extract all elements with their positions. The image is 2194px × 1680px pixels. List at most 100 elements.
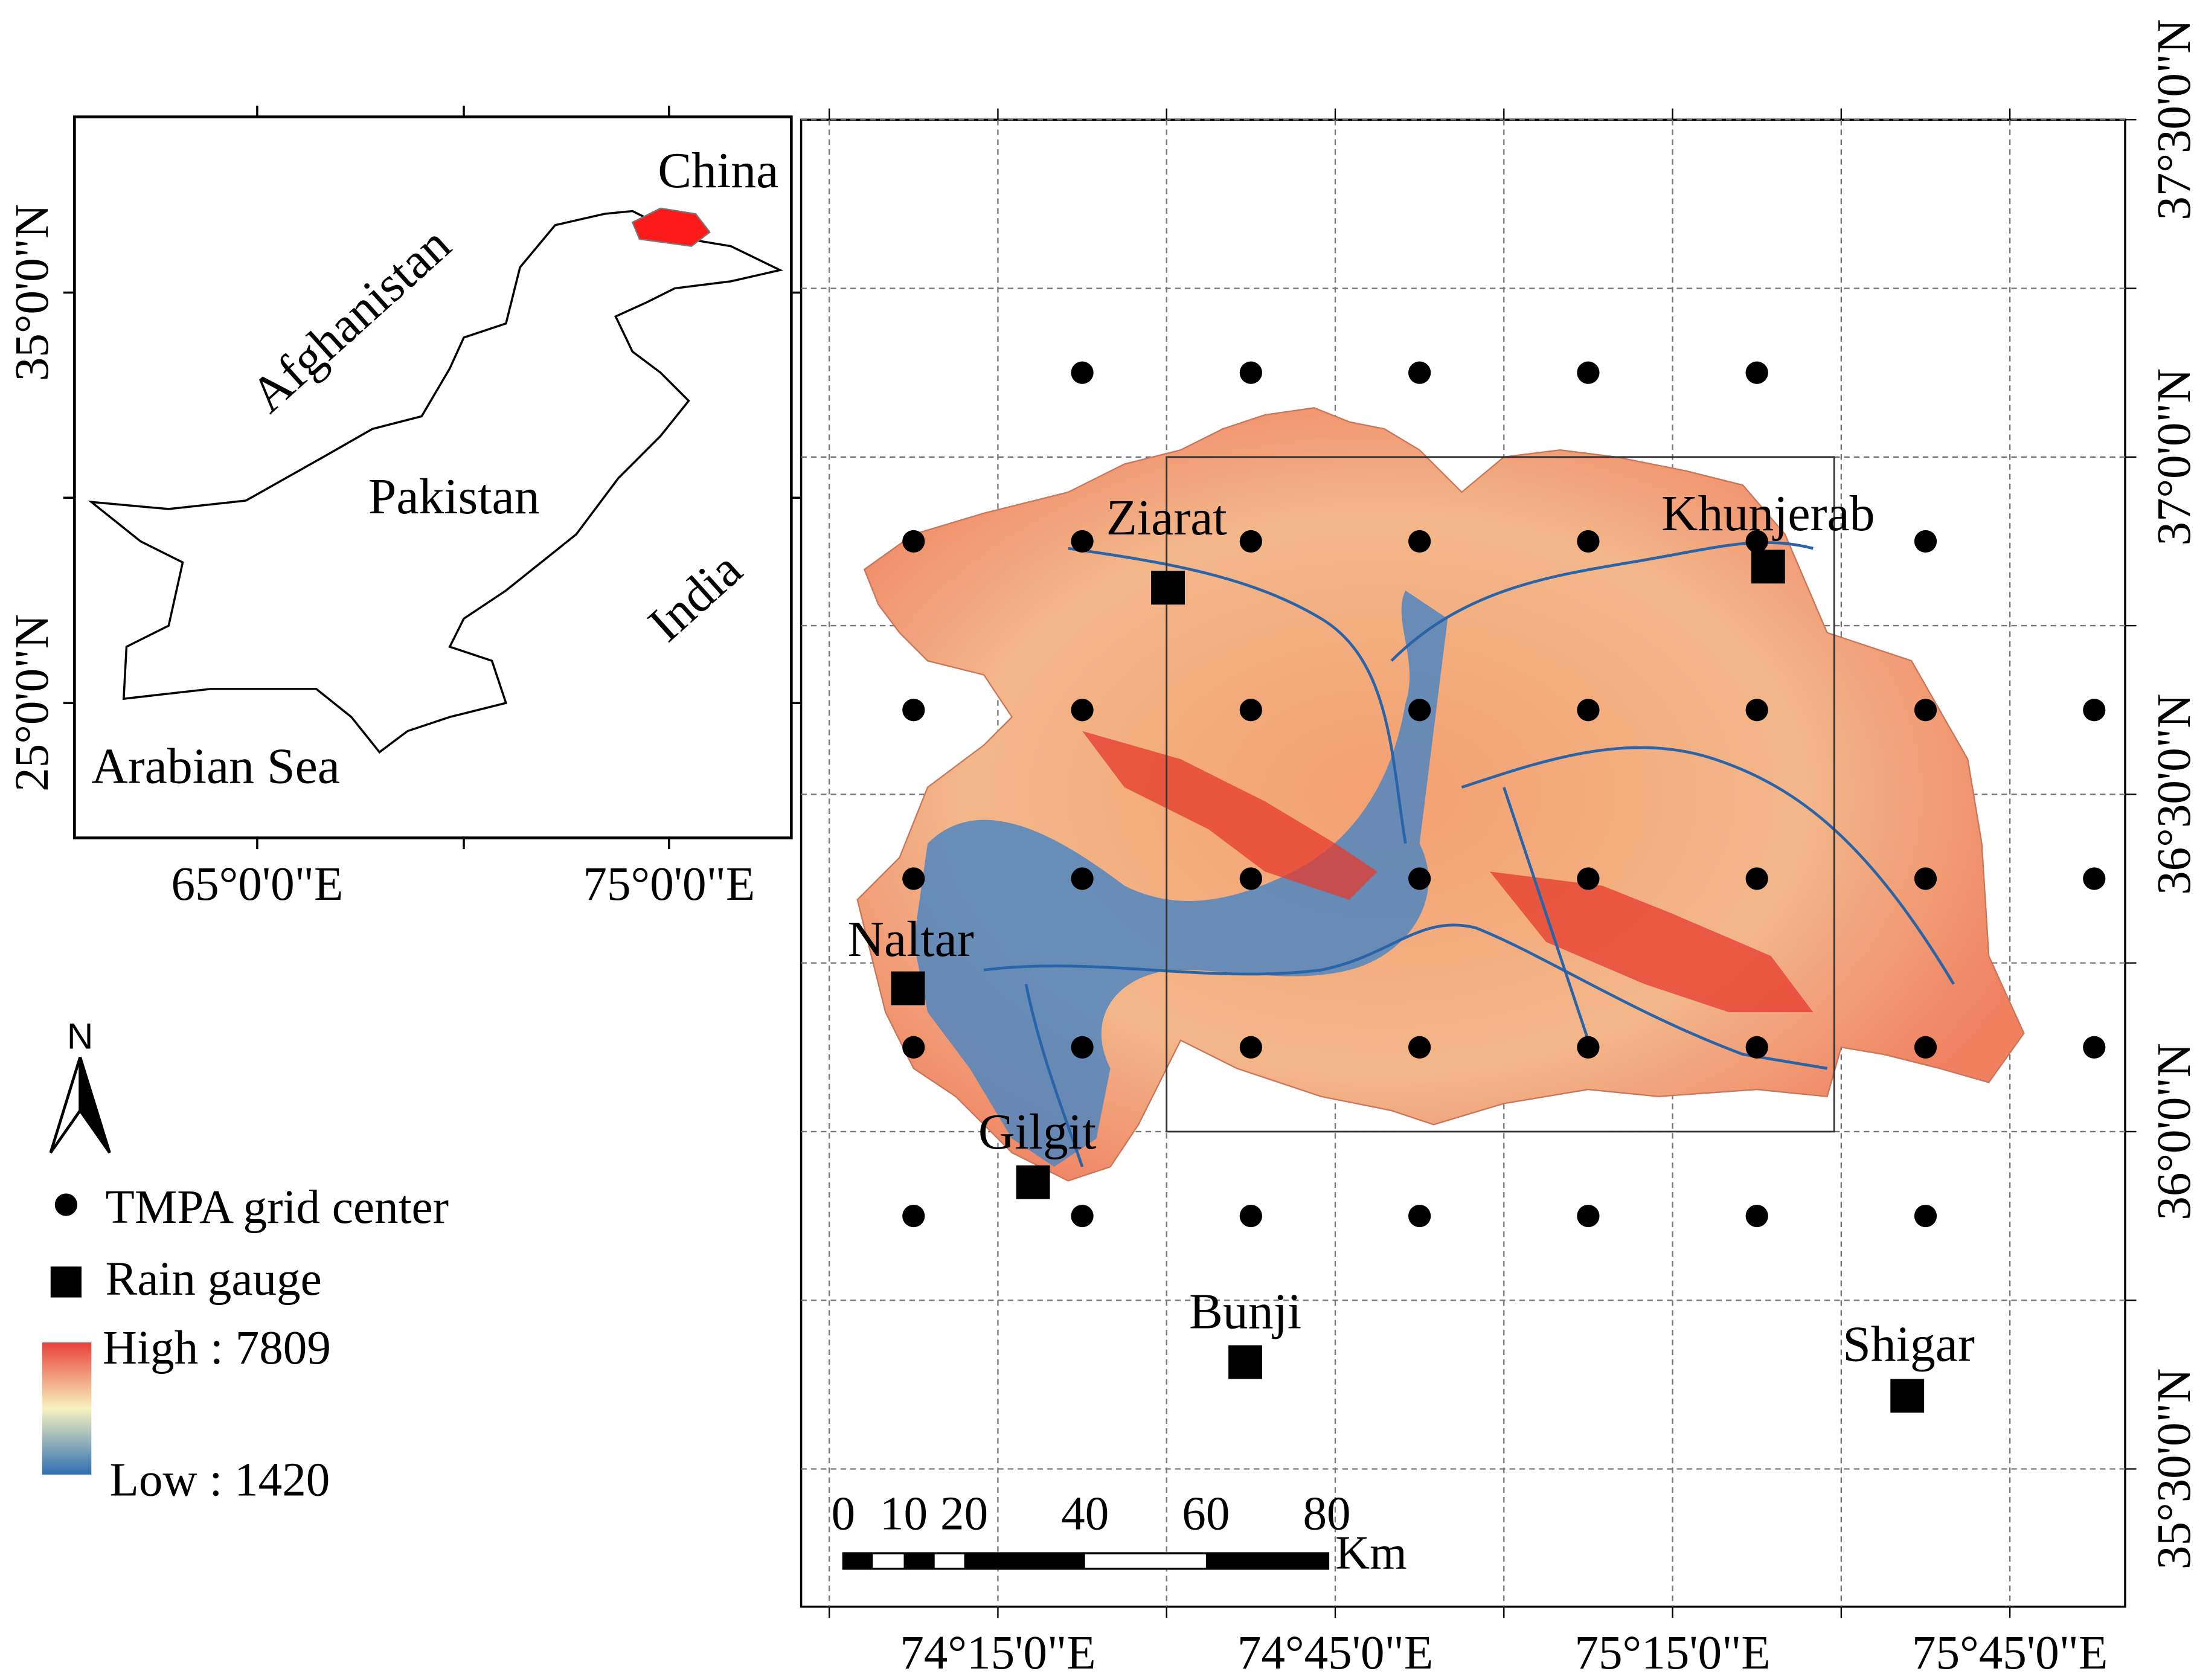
valley-low — [913, 590, 1448, 1167]
scale-label: 10 — [880, 1487, 928, 1541]
grid-center — [1577, 1036, 1600, 1059]
lat-label: 37°0'0"N — [2147, 368, 2194, 546]
grid-center — [1745, 1036, 1768, 1059]
main-map: Ziarat Khunjerab Naltar Gilgit Bunji Shigar 3… — [800, 19, 2194, 1679]
grid-center — [902, 699, 925, 722]
elevation-ramp — [42, 1342, 92, 1475]
rain-gauges: Ziarat Khunjerab Naltar Gilgit Bunji Shigar — [847, 486, 1975, 1413]
lon-label: 75°45'0"E — [1912, 1626, 2108, 1679]
grid-center — [1239, 867, 1262, 890]
scale-label: 60 — [1182, 1487, 1230, 1541]
grid-center — [1071, 1036, 1094, 1059]
grid-center — [1408, 1036, 1431, 1059]
grid-center — [1577, 867, 1600, 890]
north-arrow-right — [79, 1056, 111, 1154]
rain-gauge — [1228, 1345, 1262, 1379]
north-label: N — [67, 1016, 94, 1057]
rain-gauge — [1751, 550, 1785, 584]
rain-gauge — [891, 971, 925, 1005]
lat-label: 36°0'0"N — [2147, 1043, 2194, 1220]
grid-center — [1914, 867, 1937, 890]
grid-center — [1408, 1204, 1431, 1228]
station-label: Ziarat — [1106, 490, 1227, 546]
grid-center — [1914, 699, 1937, 722]
grid-center — [1071, 867, 1094, 890]
station-label: Bunji — [1189, 1284, 1301, 1340]
grid-center — [1408, 530, 1431, 553]
scale-unit: Km — [1335, 1527, 1407, 1580]
scale-label: 80 — [1303, 1487, 1350, 1541]
grid-center — [1577, 361, 1600, 384]
lat-label: 36°30'0"N — [2147, 694, 2194, 895]
inset-lat-label: 25°0'0"N — [5, 614, 59, 792]
grid-center — [2083, 1036, 2106, 1059]
grid-center — [1071, 361, 1094, 384]
grid-center — [2083, 699, 2106, 722]
grid-center — [1745, 361, 1768, 384]
grid-center — [1408, 867, 1431, 890]
grid-center — [1914, 530, 1937, 553]
legend-high: High : 7809 — [103, 1321, 331, 1374]
grid-center — [902, 867, 925, 890]
lon-label: 75°15'0"E — [1574, 1626, 1770, 1679]
station-label: Khunjerab — [1661, 486, 1875, 542]
scale-bar: 0 10 20 40 60 80 Km — [832, 1487, 1407, 1580]
north-arrow-left — [49, 1056, 82, 1154]
grid-center — [1071, 530, 1094, 553]
tmpa-grid-centers — [902, 361, 2106, 1228]
grid-center — [1745, 530, 1768, 553]
rain-gauge — [1016, 1165, 1050, 1199]
grid-center — [1914, 1204, 1937, 1228]
legend-dot — [54, 1193, 78, 1216]
grid-center — [1577, 699, 1600, 722]
legend-label: Rain gauge — [106, 1252, 322, 1306]
grid-center — [1239, 1036, 1262, 1059]
grid-center — [902, 1204, 925, 1228]
grid-center — [1745, 867, 1768, 890]
inset-label: China — [658, 143, 778, 199]
inset-map: China Afghanistan Pakistan India Arabian… — [5, 105, 803, 911]
legend-low: Low : 1420 — [110, 1454, 330, 1507]
grid-center — [1745, 699, 1768, 722]
station-label: Gilgit — [978, 1104, 1096, 1160]
grid-center — [2083, 867, 2106, 890]
lat-label: 35°30'0"N — [2147, 1368, 2194, 1569]
inset-lon-label: 65°0'0"E — [172, 858, 344, 911]
inset-label: Pakistan — [368, 469, 540, 525]
scale-label: 0 — [832, 1487, 856, 1541]
grid-center — [902, 530, 925, 553]
lon-label: 74°15'0"E — [900, 1626, 1095, 1679]
station-label: Shigar — [1843, 1316, 1975, 1372]
lat-label: 37°30'0"N — [2147, 19, 2194, 220]
grid-center — [1239, 361, 1262, 384]
grid-center — [1239, 530, 1262, 553]
grid-center — [1577, 530, 1600, 553]
scale-label: 20 — [940, 1487, 988, 1541]
grid-center — [1239, 699, 1262, 722]
grid-center — [1745, 1204, 1768, 1228]
subregion-box — [1166, 456, 1835, 1133]
grid-center — [1914, 1036, 1937, 1059]
rain-gauge — [1151, 571, 1185, 605]
rain-gauge — [1890, 1379, 1925, 1413]
grid-center — [1239, 1204, 1262, 1228]
inset-ticks — [63, 105, 803, 850]
station-label: Naltar — [847, 911, 974, 967]
grid-center — [1577, 1204, 1600, 1228]
lon-label: 74°45'0"E — [1237, 1626, 1433, 1679]
grid-center — [1408, 699, 1431, 722]
pakistan-outline — [88, 210, 783, 754]
grid-center — [902, 1036, 925, 1059]
legend-square — [50, 1266, 82, 1298]
peaks-high — [1082, 731, 1814, 1013]
inset-label: Arabian Sea — [91, 739, 340, 795]
grid-center — [1071, 699, 1094, 722]
inset-lon-label: 75°0'0"E — [583, 858, 755, 911]
grid-center — [1408, 361, 1431, 384]
legend: N TMPA grid center Rain gauge High : 780… — [42, 1016, 449, 1507]
scale-label: 40 — [1061, 1487, 1109, 1541]
inset-lat-label: 35°0'0"N — [5, 204, 59, 382]
study-area-inset — [631, 207, 711, 247]
grid-center — [1071, 1204, 1094, 1228]
